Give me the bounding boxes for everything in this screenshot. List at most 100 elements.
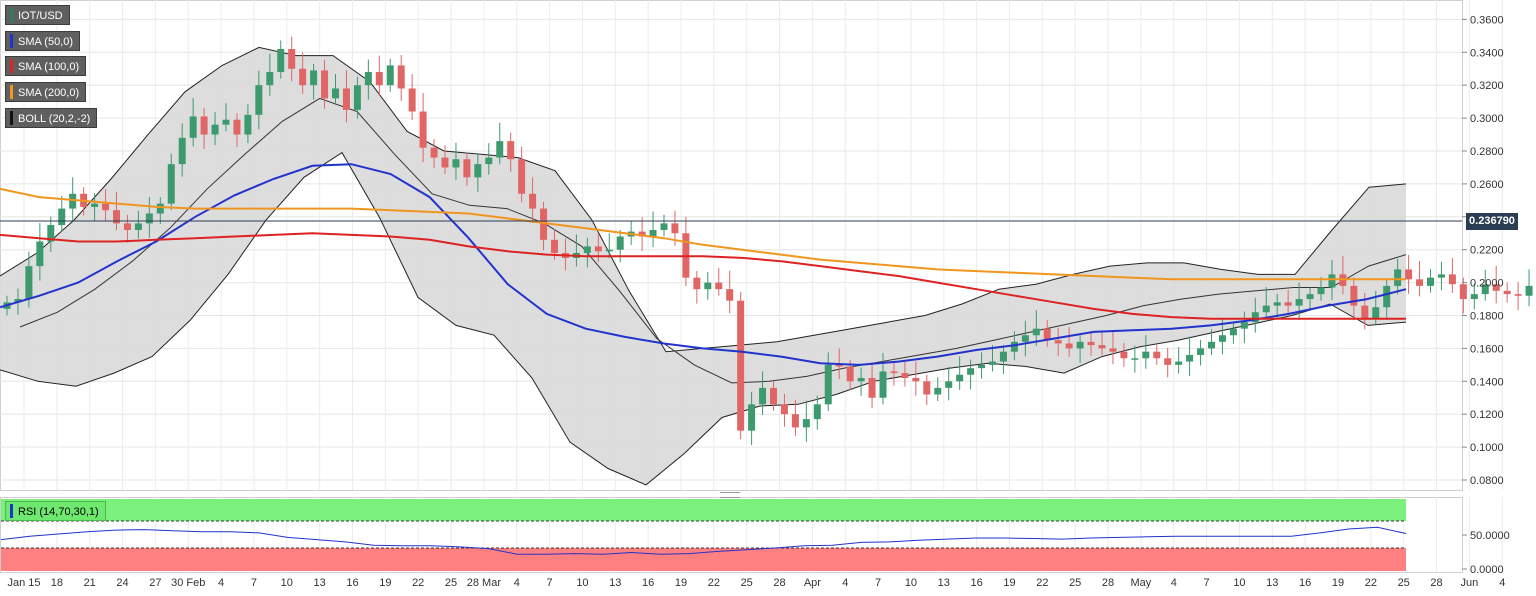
x-tick-label: 7 [875, 577, 881, 589]
candle-body [1416, 279, 1424, 286]
candle-body [452, 159, 460, 168]
x-tick-label: 25 [741, 577, 753, 589]
candle-body [1109, 348, 1117, 352]
axes: 0.0800 0.1000 0.1200 0.1400 0.1600 0.1800 0.20… [7, 14, 1509, 589]
candle-body [463, 159, 471, 178]
candle-body [266, 72, 274, 86]
x-tick-label: 28 Mar [467, 577, 502, 589]
candle-body [1131, 358, 1139, 360]
candle-body [1306, 294, 1314, 300]
y-tick-label: 0.3000 [1470, 113, 1504, 125]
candle-body [1054, 340, 1062, 344]
x-tick-label: 10 [576, 577, 588, 589]
rsi-legend[interactable]: RSI (14,70,30,1) [5, 501, 106, 521]
legend-sma200[interactable]: SMA (200,0) [5, 82, 87, 102]
candle-body [408, 88, 416, 112]
candle-body [507, 141, 515, 160]
legend-boll-label: BOLL (20,2,-2) [18, 113, 91, 125]
legend-swatch [10, 34, 13, 49]
candle-body [1459, 284, 1467, 300]
x-tick-label: Jun [1461, 577, 1479, 589]
candle-body [551, 239, 558, 253]
candle-body [890, 371, 898, 374]
candle-body [1098, 345, 1106, 349]
legend-sma200-label: SMA (200,0) [18, 87, 80, 99]
candle-body [967, 368, 975, 375]
y-tick-label: 0.1600 [1470, 343, 1504, 355]
x-tick-label: 30 Feb [171, 577, 205, 589]
rsi-line [0, 526, 1407, 555]
x-tick-label: 10 [905, 577, 917, 589]
x-tick-label: 16 [346, 577, 358, 589]
legend-pair[interactable]: IOT/USD [5, 5, 70, 25]
candle-body [540, 208, 548, 240]
x-tick-label: 13 [1266, 577, 1278, 589]
y-tick-label: 0.2000 [1470, 278, 1504, 290]
candle-body [332, 88, 339, 99]
candle-body [299, 68, 307, 86]
x-tick-label: 25 [1398, 577, 1410, 589]
candle-body [145, 213, 153, 224]
legend-boll[interactable]: BOLL (20,2,-2) [5, 108, 98, 128]
legend-sma50[interactable]: SMA (50,0) [5, 31, 81, 51]
candle-body [1470, 294, 1478, 300]
legend-sma100[interactable]: SMA (100,0) [5, 56, 87, 76]
candle-body [649, 229, 657, 237]
candle-body [167, 164, 175, 204]
rsi-panel [0, 499, 1407, 571]
candle-body [353, 85, 361, 110]
candle-body [1164, 358, 1172, 365]
x-tick-label: 4 [1171, 577, 1177, 589]
legend-swatch [10, 59, 13, 74]
candle-body [824, 364, 832, 405]
sma100-line [0, 232, 1406, 320]
x-tick-label: 10 [1233, 577, 1245, 589]
legend-pair-label: IOT/USD [18, 10, 63, 22]
x-tick-label: 22 [708, 577, 720, 589]
x-tick-label: 28 [773, 577, 785, 589]
candle-body [802, 419, 810, 428]
rsi-legend-label: RSI (14,70,30,1) [18, 506, 99, 518]
candle-body [1328, 274, 1336, 288]
candle-body [288, 49, 296, 69]
x-tick-label: 13 [938, 577, 950, 589]
y-tick-label: 0.1400 [1470, 376, 1504, 388]
x-tick-label: 24 [116, 577, 128, 589]
candle-body [1350, 285, 1358, 306]
candle-body [1120, 351, 1128, 359]
x-tick-label: 25 [445, 577, 457, 589]
y-tick-label: 0.1000 [1470, 442, 1504, 454]
pane-resize-handle[interactable] [720, 492, 740, 498]
candle-body [1218, 335, 1226, 342]
y-tick-label: 0.3400 [1470, 47, 1504, 59]
candle-body [244, 114, 252, 135]
y-tick-label: 0.0800 [1470, 475, 1504, 487]
candle-body [222, 119, 230, 125]
current-price-tag: 0.236790 [1466, 213, 1518, 230]
candle-body [726, 289, 734, 301]
candle-body [233, 119, 241, 135]
candle-body [1043, 328, 1051, 341]
candle-body [364, 72, 372, 86]
candle-body [518, 159, 526, 194]
legend-swatch [10, 504, 13, 519]
candle-body [1514, 294, 1522, 296]
candle-body [375, 72, 383, 86]
x-tick-label: 16 [971, 577, 983, 589]
y-tick-label: 0.2600 [1470, 179, 1504, 191]
candle-body [419, 111, 427, 148]
candle-body [123, 223, 131, 230]
candle-body [879, 371, 887, 398]
main-frame [0, 0, 1463, 491]
rsi-tick-label: 50.0000 [1470, 530, 1510, 542]
candle-body [1492, 284, 1500, 291]
candle-body [594, 246, 602, 252]
candle-body [791, 414, 799, 428]
candle-body [14, 299, 22, 303]
candle-body [529, 193, 537, 209]
x-tick-label: 19 [379, 577, 391, 589]
x-tick-label: 4 [1499, 577, 1505, 589]
candle-body [1032, 328, 1040, 336]
y-tick-label: 0.3200 [1470, 80, 1504, 92]
